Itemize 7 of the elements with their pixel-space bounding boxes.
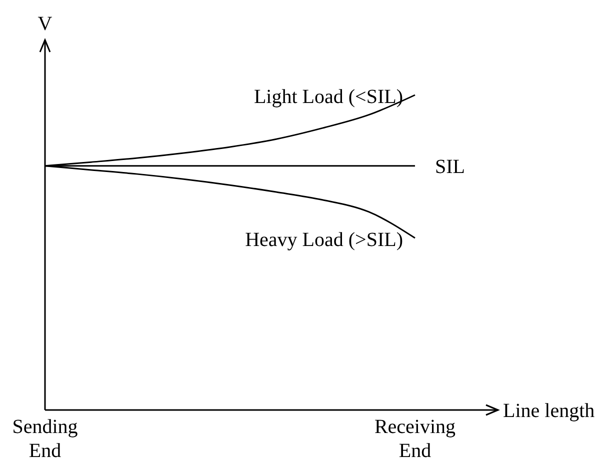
y-axis-title: V [38, 13, 53, 35]
series-label: Light Load (<SIL) [254, 86, 403, 108]
series-label: SIL [435, 156, 465, 178]
series-label: Heavy Load (>SIL) [245, 229, 403, 252]
x-tick-label: Receiving End [374, 416, 456, 462]
x-axis-title: Line length [503, 400, 595, 422]
x-tick-label: Sending End [12, 416, 78, 462]
